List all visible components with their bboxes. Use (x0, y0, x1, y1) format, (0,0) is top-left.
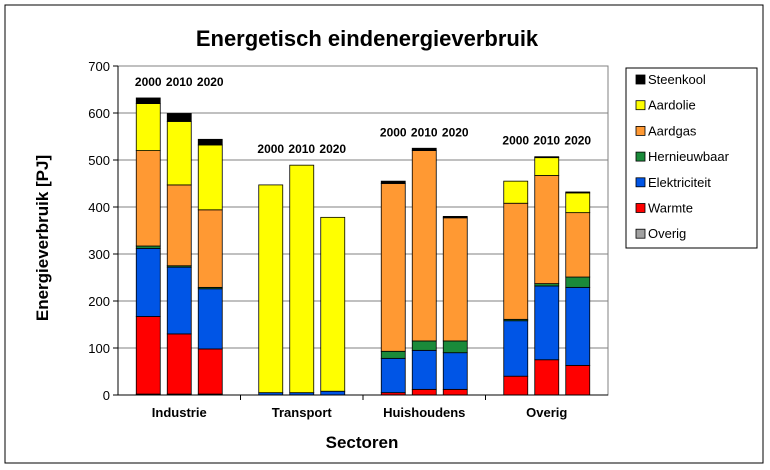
legend-swatch-elektriciteit (635, 177, 646, 188)
bar-segment-industrie-2020-steenkool (197, 138, 223, 146)
y-tick-label: 600 (88, 106, 110, 121)
bar-segment-overig-2000-aardgas (503, 202, 529, 320)
bar-segment-overig-2000-warmte (503, 375, 529, 396)
y-tick-label: 100 (88, 341, 110, 356)
legend: Steenkool Aardolie Aardgas Hernieuwbaar Elek… (625, 67, 758, 249)
bar-segment-overig-2020-steenkool (565, 191, 591, 194)
legend-label-aardolie: Aardolie (648, 98, 696, 113)
bar-segment-overig-2010-aardolie (534, 157, 560, 176)
legend-label-steenkool: Steenkool (648, 72, 706, 87)
y-axis-title: Energieverbruik [PJ] (33, 155, 52, 321)
bar-segment-industrie-2020-elektriciteit (197, 288, 223, 350)
bar-segment-overig-2000-aardolie (503, 180, 529, 204)
legend-swatch-aardolie (635, 100, 646, 111)
bar-segment-huishoudens-2020-elektriciteit (442, 352, 468, 390)
bar-segment-huishoudens-2010-steenkool (411, 147, 437, 151)
bar-segment-industrie-2000-warmte (135, 316, 161, 395)
year-label-huishoudens-2000: 2000 (380, 125, 407, 139)
bar-segment-industrie-2000-aardgas (135, 150, 161, 247)
year-label-overig-2010: 2010 (533, 134, 560, 148)
bar-segment-huishoudens-2020-steenkool (442, 215, 468, 219)
legend-swatch-overig (635, 228, 646, 239)
bar-segment-overig-2020-aardgas (565, 212, 591, 278)
bar-segment-huishoudens-2010-warmte (411, 388, 437, 396)
bar-segment-overig-2020-elektriciteit (565, 286, 591, 366)
legend-label-overig: Overig (648, 226, 686, 241)
bar-segment-overig-2010-elektriciteit (534, 285, 560, 361)
bar-segment-huishoudens-2010-hernieuwbaar (411, 340, 437, 351)
bar-segment-industrie-2020-aardolie (197, 144, 223, 211)
y-axis: 0 100 200 300 400 500 600 700 (88, 59, 119, 403)
legend-swatch-steenkool (635, 74, 646, 85)
legend-label-elektriciteit: Elektriciteit (648, 175, 711, 190)
bar-segment-overig-2010-aardgas (534, 175, 560, 285)
bar-segment-huishoudens-2020-hernieuwbaar (442, 340, 468, 354)
bar-segment-industrie-2010-steenkool (166, 113, 192, 122)
bar-segment-overig-2020-hernieuwbaar (565, 276, 591, 288)
legend-swatch-aardgas (635, 126, 646, 136)
y-tick-label: 300 (88, 247, 110, 262)
y-tick-label: 200 (88, 294, 110, 309)
bar-segment-transport-2020-elektriciteit (320, 390, 346, 396)
bars: 2000 2010 2020 2000 2010 2020 2000 2010 2020 2000… (135, 75, 591, 396)
bar-segment-overig-2000-elektriciteit (503, 320, 529, 377)
category-label-transport: Transport (272, 405, 333, 420)
bar-segment-transport-2020-aardolie (320, 216, 346, 392)
bar-segment-overig-2010-warmte (534, 359, 560, 396)
bar-segment-transport-2010-aardolie (289, 164, 315, 394)
bar-segment-overig-2020-warmte (565, 364, 591, 396)
y-tick-label: 0 (103, 388, 110, 403)
bar-segment-industrie-2010-warmte (166, 333, 192, 395)
y-tick-label: 700 (88, 59, 110, 74)
bar-segment-huishoudens-2010-elektriciteit (411, 349, 437, 390)
year-label-transport-2020: 2020 (319, 142, 346, 156)
x-axis: Industrie Transport Huishoudens Overig (118, 394, 608, 420)
bar-segment-industrie-2020-aardgas (197, 209, 223, 288)
category-label-industrie: Industrie (152, 405, 207, 420)
year-label-industrie-2020: 2020 (197, 75, 224, 89)
bar-segment-huishoudens-2000-hernieuwbaar (380, 350, 406, 359)
bar-segment-huishoudens-2020-warmte (442, 388, 468, 396)
bar-segment-industrie-2010-aardgas (166, 184, 192, 267)
year-label-huishoudens-2010: 2010 (411, 125, 438, 139)
year-label-industrie-2010: 2010 (166, 75, 193, 89)
year-label-overig-2000: 2000 (502, 134, 529, 148)
bar-segment-industrie-2010-aardolie (166, 121, 192, 186)
bar-segment-industrie-2020-warmte (197, 348, 223, 395)
legend-label-warmte: Warmte (648, 201, 693, 216)
legend-swatch-warmte (635, 203, 646, 213)
bar-segment-huishoudens-2000-elektriciteit (380, 357, 406, 394)
legend-swatch-hernieuwbaar (635, 151, 646, 162)
bar-segment-transport-2000-aardolie (258, 184, 284, 394)
bar-segment-overig-2020-aardolie (565, 192, 591, 214)
y-tick-label: 500 (88, 153, 110, 168)
bar-segment-huishoudens-2000-steenkool (380, 180, 406, 184)
y-tick-label: 400 (88, 200, 110, 215)
chart-title: Energetisch eindenergieverbruik (196, 26, 539, 51)
year-label-industrie-2000: 2000 (135, 75, 162, 89)
bar-segment-industrie-2010-elektriciteit (166, 266, 192, 335)
year-label-transport-2010: 2010 (288, 142, 315, 156)
bar-segment-huishoudens-2010-aardgas (411, 150, 437, 342)
legend-box (625, 67, 758, 249)
bar-segment-industrie-2000-elektriciteit (135, 247, 161, 317)
category-label-huishoudens: Huishoudens (383, 405, 465, 420)
year-label-huishoudens-2020: 2020 (442, 125, 469, 139)
bar-segment-huishoudens-2000-aardgas (380, 183, 406, 352)
year-label-transport-2000: 2000 (257, 142, 284, 156)
bar-segment-huishoudens-2020-aardgas (442, 217, 468, 342)
x-axis-title: Sectoren (326, 433, 399, 452)
legend-label-hernieuwbaar: Hernieuwbaar (648, 149, 730, 164)
bar-segment-industrie-2000-aardolie (135, 103, 161, 151)
bar-segment-overig-2010-steenkool (534, 156, 560, 159)
bar-segment-industrie-2000-steenkool (135, 97, 161, 104)
category-label-overig: Overig (526, 405, 567, 420)
legend-label-aardgas: Aardgas (648, 123, 697, 138)
year-label-overig-2020: 2020 (564, 134, 591, 148)
